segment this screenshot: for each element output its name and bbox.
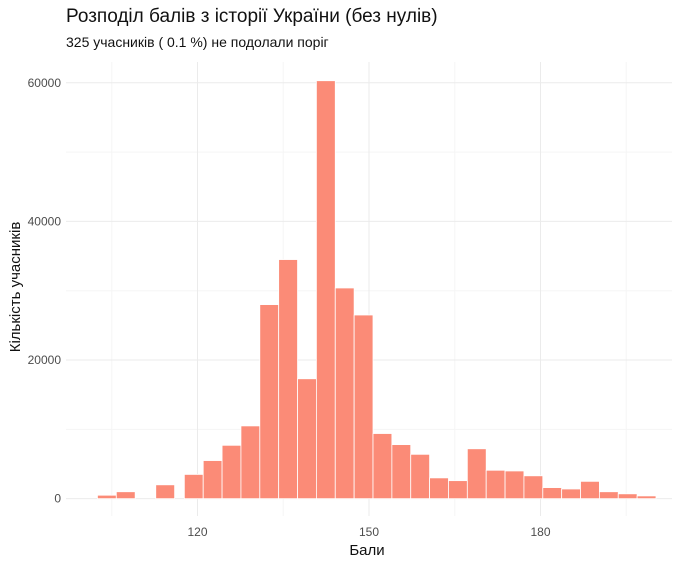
- histogram-bar: [580, 480, 600, 500]
- y-tick-label: 0: [54, 492, 61, 506]
- chart-subtitle: 325 учасників ( 0.1 %) не подолали поріг: [66, 34, 329, 50]
- x-tick-label: 180: [530, 525, 550, 539]
- histogram-bar: [240, 425, 261, 500]
- histogram-bar: [561, 488, 581, 500]
- y-tick-label: 40000: [28, 214, 62, 228]
- histogram-bar: [391, 444, 412, 500]
- histogram-bar: [297, 378, 317, 500]
- histogram-bar: [97, 494, 117, 500]
- histogram-bar: [334, 287, 355, 500]
- y-tick-label: 60000: [28, 76, 62, 90]
- chart-title: Розподіл балів з історії України (без ну…: [66, 6, 438, 27]
- histogram-bar: [598, 491, 619, 500]
- y-axis-ticks: 0 20000 40000 60000: [28, 76, 62, 506]
- histogram-bar: [155, 484, 176, 500]
- histogram-bar: [504, 470, 525, 500]
- histogram-bar: [259, 304, 280, 500]
- y-axis-title: Кількість учасників: [7, 222, 24, 353]
- histogram-bar: [316, 80, 336, 500]
- histogram-bar: [485, 469, 506, 500]
- histogram-bars: [97, 80, 657, 500]
- histogram-bar: [410, 453, 430, 500]
- histogram-bar: [372, 433, 393, 500]
- x-axis-title: Бали: [349, 542, 384, 559]
- histogram-bar: [202, 460, 223, 500]
- histogram-bar: [221, 444, 242, 500]
- histogram-bar: [617, 493, 638, 500]
- histogram-bar: [353, 314, 374, 500]
- histogram-bar: [466, 448, 487, 500]
- y-tick-label: 20000: [28, 353, 62, 367]
- histogram-bar: [429, 477, 449, 500]
- histogram-bar: [183, 474, 204, 500]
- histogram-bar: [448, 480, 468, 500]
- histogram-bar: [115, 491, 136, 500]
- x-tick-label: 150: [359, 525, 379, 539]
- histogram-bar: [278, 259, 298, 500]
- histogram-bar: [542, 487, 563, 500]
- histogram-bar: [523, 475, 544, 500]
- x-axis-ticks: 120 150 180: [187, 525, 550, 539]
- x-tick-label: 120: [187, 525, 207, 539]
- histogram-bar: [636, 495, 657, 500]
